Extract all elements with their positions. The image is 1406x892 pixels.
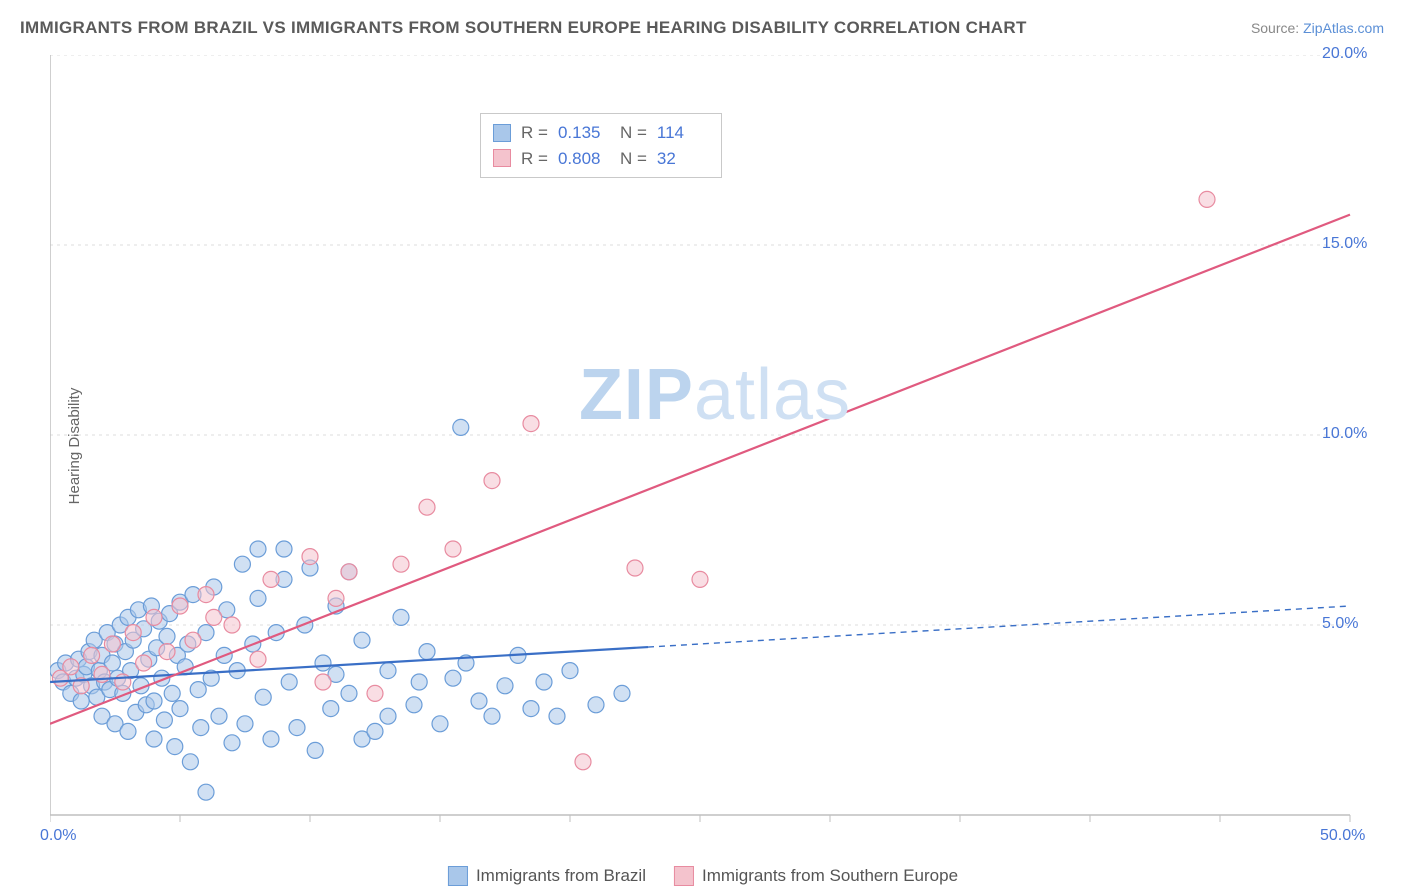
source-label: Source:	[1251, 20, 1299, 36]
chart-plot-area: ZIPatlas R =0.135N =114R =0.808N =32 0.0…	[50, 55, 1380, 845]
series-legend: Immigrants from Brazil Immigrants from So…	[448, 866, 958, 886]
x-axis-max-label: 50.0%	[1320, 827, 1365, 845]
x-axis-min-label: 0.0%	[40, 827, 76, 845]
correlation-legend-box: R = 0.135 N = 114 R = 0.808 N = 32	[480, 113, 722, 178]
source-attribution: Source: ZipAtlas.com	[1251, 20, 1384, 36]
legend-swatch	[674, 866, 694, 886]
legend-swatch	[493, 124, 511, 142]
r-label: R =	[521, 120, 548, 146]
y-axis-label-15: 15.0%	[1322, 235, 1367, 253]
y-axis-label-5: 5.0%	[1322, 615, 1358, 633]
y-axis-label-10: 10.0%	[1322, 425, 1367, 443]
legend-item: Immigrants from Brazil	[448, 866, 646, 886]
r-label: R =	[521, 146, 548, 172]
n-value: 114	[657, 120, 709, 146]
n-label: N =	[620, 146, 647, 172]
r-value: 0.808	[558, 146, 610, 172]
legend-stat-row: R = 0.135 N = 114	[493, 120, 709, 146]
chart-title: IMMIGRANTS FROM BRAZIL VS IMMIGRANTS FRO…	[20, 18, 1027, 38]
n-label: N =	[620, 120, 647, 146]
legend-label: Immigrants from Southern Europe	[702, 866, 958, 886]
legend-item: Immigrants from Southern Europe	[674, 866, 958, 886]
legend-label: Immigrants from Brazil	[476, 866, 646, 886]
n-value: 32	[657, 146, 709, 172]
legend-swatch	[448, 866, 468, 886]
y-axis-label-20: 20.0%	[1322, 45, 1367, 63]
legend-stat-row: R = 0.808 N = 32	[493, 146, 709, 172]
legend-swatch	[493, 149, 511, 167]
source-link[interactable]: ZipAtlas.com	[1303, 20, 1384, 36]
r-value: 0.135	[558, 120, 610, 146]
